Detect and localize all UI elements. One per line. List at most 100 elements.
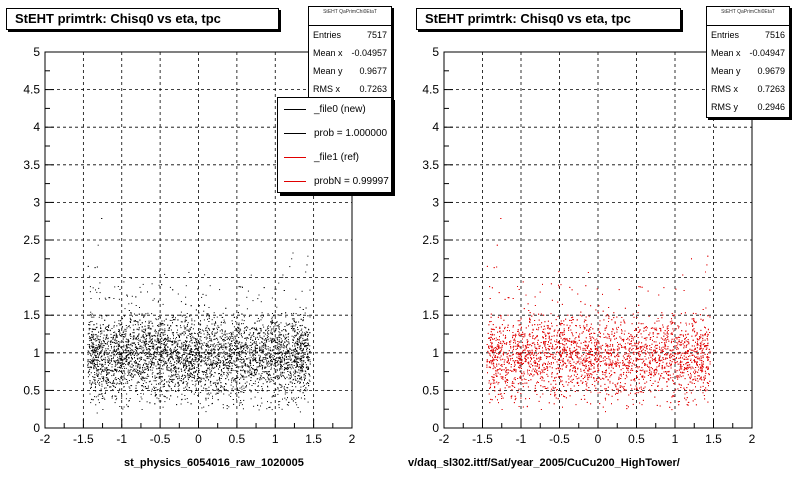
scatter-point [224,322,226,324]
scatter-point [128,357,130,359]
scatter-point [198,359,200,360]
scatter-point [199,338,201,340]
scatter-point [261,337,263,339]
scatter-point [172,322,173,324]
scatter-point [113,360,115,362]
scatter-point [264,367,266,369]
scatter-point [122,370,124,372]
scatter-point [238,326,240,328]
scatter-point [139,307,140,308]
scatter-point [212,360,214,362]
scatter-point [217,349,219,351]
scatter-point [293,343,295,345]
scatter-point [162,332,164,334]
scatter-point [113,325,115,327]
scatter-point [168,327,170,329]
scatter-point [286,336,288,338]
scatter-point [295,324,297,326]
scatter-point [131,345,133,347]
scatter-point [137,394,139,395]
scatter-point [99,298,100,300]
scatter-point [278,323,280,325]
scatter-point [119,334,120,336]
scatter-point [190,337,192,339]
scatter-point [198,372,200,374]
scatter-point [252,327,254,329]
scatter-point [190,339,192,341]
scatter-point [303,356,305,358]
scatter-point [96,340,98,341]
scatter-point [121,368,123,369]
scatter-point [223,367,225,369]
scatter-point [193,351,194,353]
scatter-point [248,375,250,376]
scatter-point [296,349,297,351]
scatter-point [257,392,259,393]
scatter-point [123,377,125,379]
scatter-point [88,327,90,329]
scatter-point [104,387,105,389]
scatter-point [304,353,306,355]
scatter-point [205,397,207,399]
scatter-point [157,325,158,327]
scatter-point [299,366,301,368]
scatter-point [143,316,145,317]
scatter-point [167,338,169,340]
scatter-point [194,358,196,360]
scatter-point [149,352,151,354]
scatter-point [100,341,102,343]
scatter-point [208,405,210,407]
scatter-point [287,324,289,326]
scatter-point [170,376,172,378]
scatter-point [286,392,288,394]
scatter-point [163,358,165,360]
scatter-point [197,349,199,351]
scatter-point [167,329,169,331]
scatter-point [307,335,309,337]
scatter-point [255,341,257,343]
scatter-point [281,361,283,363]
scatter-point [231,355,233,357]
scatter-point [109,341,111,343]
scatter-point [138,313,140,315]
scatter-point [244,372,246,374]
scatter-point [261,364,262,366]
scatter-point [172,289,174,291]
scatter-point [295,321,297,323]
scatter-point [251,367,253,368]
scatter-point [302,337,304,339]
scatter-point [169,386,171,388]
scatter-point [175,390,176,392]
scatter-point [299,364,301,366]
scatter-point [268,355,270,357]
scatter-point [249,368,251,370]
scatter-point [208,356,210,358]
scatter-point [283,329,285,331]
scatter-point [292,367,294,369]
scatter-point [116,369,118,371]
scatter-point [299,337,301,339]
scatter-point [92,347,94,349]
scatter-point [138,354,140,356]
scatter-point [223,361,225,363]
scatter-point [245,350,247,352]
scatter-point [135,363,137,364]
scatter-point [304,375,306,377]
scatter-point [259,347,261,349]
scatter-point [259,379,261,381]
scatter-point [130,344,132,346]
scatter-point [276,321,278,323]
scatter-point [114,334,116,336]
scatter-point [298,337,300,339]
scatter-point [285,330,287,332]
scatter-point [148,325,150,327]
scatter-point [228,379,230,381]
scatter-point [275,365,277,367]
scatter-point [142,350,143,352]
scatter-point [282,344,284,346]
scatter-point [261,350,263,352]
scatter-point [236,317,238,318]
scatter-point [291,335,293,337]
scatter-point [284,378,286,380]
scatter-point [254,346,256,348]
